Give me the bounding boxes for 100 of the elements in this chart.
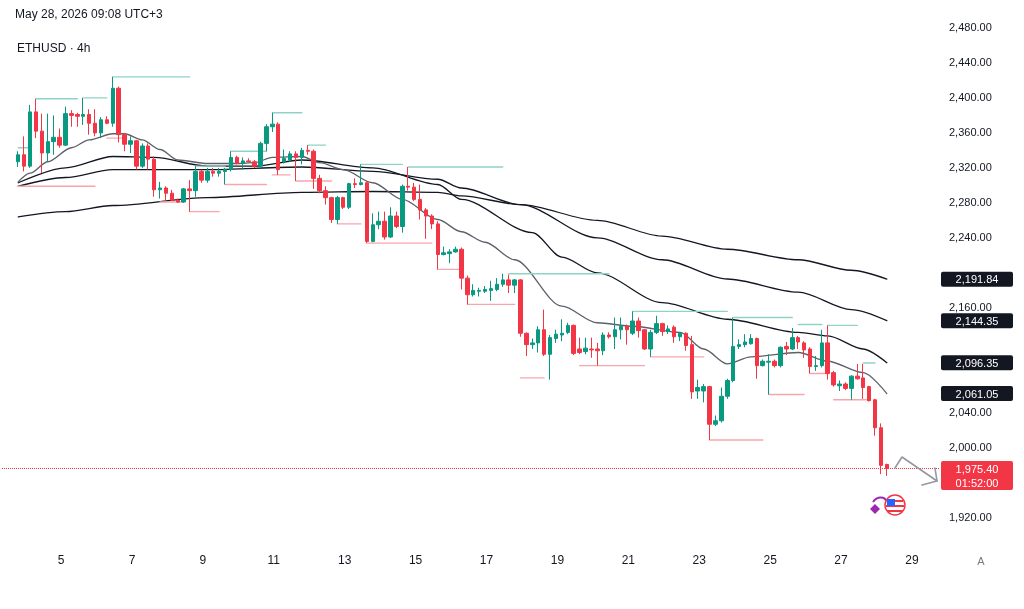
x-tick-label: 13 — [338, 553, 352, 567]
candlestick — [560, 318, 564, 342]
x-tick-label: 9 — [199, 553, 207, 567]
x-tick-label: 5 — [57, 553, 65, 567]
y-tick-label: 2,480.00 — [949, 21, 992, 33]
x-tick-label: 29 — [905, 553, 919, 567]
candlestick — [843, 381, 848, 391]
candlestick — [755, 337, 759, 380]
candlestick — [146, 142, 150, 171]
candlestick — [199, 169, 204, 184]
y-tick-label: 2,240.00 — [949, 231, 992, 243]
candlestick — [424, 207, 428, 240]
candlestick — [181, 187, 186, 204]
ref-line-label: 1,975.40 — [955, 462, 999, 475]
candlestick — [140, 142, 145, 169]
text: 2,144.35 — [955, 314, 999, 327]
candlestick — [489, 280, 493, 302]
candlestick — [707, 385, 712, 441]
x-tick-label: 15 — [408, 553, 423, 567]
candlestick — [495, 277, 499, 292]
candlestick — [365, 180, 369, 244]
candlestick — [57, 128, 62, 149]
candlestick — [554, 329, 558, 344]
candlestick — [802, 340, 806, 359]
candlestick — [34, 98, 38, 139]
candlestick — [873, 398, 877, 437]
candlestick — [784, 341, 789, 356]
candlestick — [187, 179, 192, 213]
candlestick — [672, 324, 676, 344]
candlestick — [790, 327, 795, 351]
candlestick — [684, 331, 688, 352]
candlestick — [382, 211, 387, 241]
text: 2,061.05 — [955, 387, 999, 400]
candlestick — [867, 385, 871, 402]
candlestick — [436, 220, 440, 270]
candlestick — [749, 333, 753, 346]
candlestick — [778, 345, 783, 368]
candlestick — [737, 338, 741, 350]
text: 01:52:00 — [955, 476, 999, 489]
candlestick — [193, 165, 198, 198]
candlestick — [849, 374, 854, 401]
candlestick — [105, 115, 109, 125]
chart-subtitle: May 28, 2026 09:08 UTC+3 — [15, 7, 164, 21]
text: ETHUSD · 4h — [17, 41, 91, 55]
y-tick-label: 2,280.00 — [949, 196, 992, 208]
text: 2,096.35 — [955, 356, 999, 369]
text: 2,191.84 — [955, 273, 999, 286]
x-tick-label: 23 — [692, 553, 707, 567]
y-tick-label: 2,040.00 — [949, 406, 992, 418]
candlestick — [223, 167, 227, 185]
x-tick-label: 21 — [621, 553, 636, 567]
candlestick — [666, 324, 670, 335]
x-tick-label: 19 — [550, 553, 565, 567]
candlestick — [796, 335, 800, 350]
candlestick — [548, 334, 552, 381]
candlestick — [205, 167, 210, 184]
candlestick — [607, 331, 611, 339]
candlestick — [211, 167, 215, 178]
candlestick — [501, 273, 505, 288]
candlestick — [134, 139, 139, 171]
candlestick — [276, 121, 280, 176]
candlestick — [158, 181, 162, 199]
candlestick — [81, 97, 85, 126]
y-tick-label: 1,920.00 — [949, 511, 992, 523]
line-series — [17, 133, 888, 395]
candlestick — [164, 185, 168, 202]
candlestick — [87, 108, 91, 136]
candlestick — [241, 156, 245, 171]
candlestick — [601, 331, 605, 356]
candlestick — [394, 211, 399, 229]
candlestick — [808, 346, 812, 374]
candlestick — [512, 278, 517, 294]
candlestick — [170, 189, 174, 202]
candlestick — [300, 147, 304, 165]
candlestick — [28, 104, 32, 169]
candlestick — [630, 310, 635, 336]
candlestick — [93, 108, 97, 137]
candlestick — [282, 149, 286, 164]
candlestick — [483, 285, 487, 294]
candlestick — [288, 150, 292, 163]
candlestick — [152, 156, 156, 198]
candlestick — [613, 317, 617, 350]
candlestick — [353, 177, 357, 189]
candlestick — [619, 317, 623, 340]
candlestick — [506, 274, 511, 294]
candlestick — [347, 182, 351, 210]
candlestick — [388, 206, 393, 239]
candlestick — [235, 155, 239, 165]
x-tick-label: 7 — [128, 553, 136, 567]
candlestick — [16, 150, 20, 168]
candlestick — [772, 359, 777, 368]
candlestick — [412, 182, 416, 202]
candlestick — [743, 333, 747, 348]
candlestick — [820, 329, 824, 368]
candlestick — [111, 76, 115, 128]
candlestick — [400, 184, 405, 234]
candlestick — [229, 150, 233, 172]
candlestick — [63, 106, 68, 147]
x-tick-label: 17 — [479, 553, 494, 567]
candlestick — [660, 322, 665, 337]
